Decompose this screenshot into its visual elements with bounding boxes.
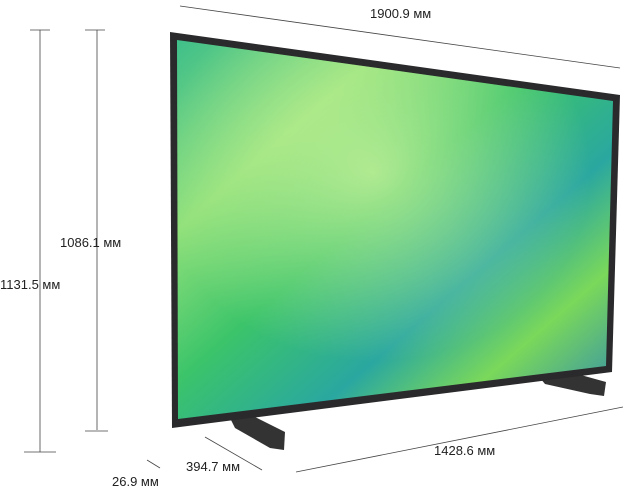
- panel-depth-arrow: [146, 459, 161, 469]
- stand-width-arrow: [295, 406, 624, 473]
- stand-width-label: 1428.6 мм: [434, 443, 496, 458]
- stand-depth-arrow: [204, 436, 263, 471]
- total-height-label: 1131.5 мм: [0, 277, 61, 292]
- stand-depth-label: 394.7 мм: [186, 459, 241, 474]
- width-label: 1900.9 мм: [370, 6, 432, 21]
- panel-depth-label: 26.9 мм: [112, 474, 159, 489]
- width-arrow: [179, 5, 621, 69]
- left-stand: [228, 412, 285, 450]
- screen-glow: [177, 40, 613, 419]
- panel-height-label: 1086.1 мм: [60, 235, 122, 250]
